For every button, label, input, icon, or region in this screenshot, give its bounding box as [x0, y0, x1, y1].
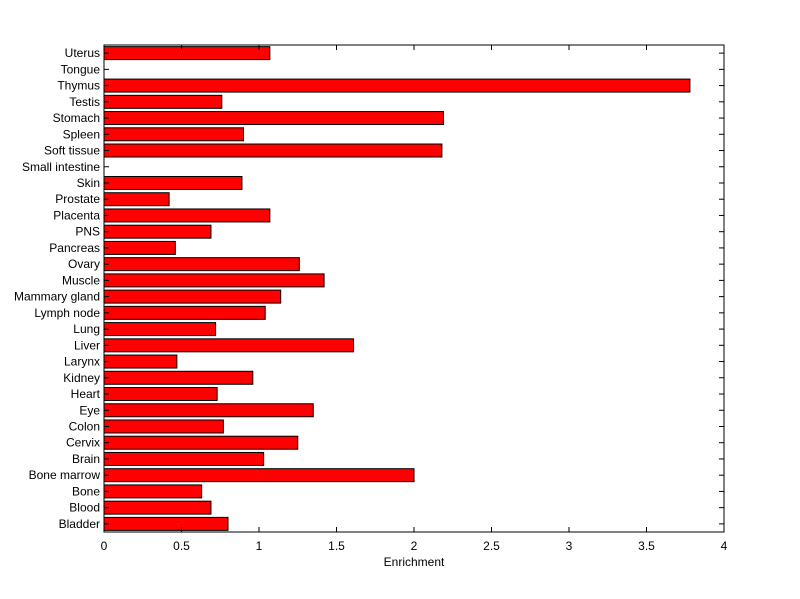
category-label: Lymph node: [34, 306, 100, 320]
category-label: Spleen: [63, 127, 100, 141]
category-label: Stomach: [53, 111, 100, 125]
x-tick-label: 0.5: [173, 539, 190, 553]
category-label: Small intestine: [22, 160, 100, 174]
category-label: Pancreas: [49, 241, 100, 255]
category-label: Muscle: [62, 273, 100, 287]
bar-liver: [103, 338, 355, 353]
category-label: Liver: [74, 338, 100, 352]
x-tick-label: 2.5: [483, 539, 500, 553]
bar-bone-marrow: [103, 468, 415, 483]
bar-heart: [103, 387, 218, 402]
bar-ovary: [103, 257, 300, 272]
category-label: Eye: [79, 403, 100, 417]
category-label: Bone marrow: [29, 468, 101, 482]
bar-placenta: [103, 208, 271, 223]
category-label: Colon: [69, 419, 100, 433]
x-tick-label: 3.5: [638, 539, 655, 553]
category-labels-group: Uterus Tongue Thymus Testis Stomach Spleen Sof…: [14, 46, 101, 531]
bar-soft-tissue: [103, 143, 443, 158]
x-tick-label: 2: [411, 539, 418, 553]
category-label: Larynx: [64, 355, 100, 369]
category-label: Heart: [71, 387, 101, 401]
category-label: Placenta: [53, 208, 100, 222]
category-label: Uterus: [65, 46, 100, 60]
bar-pns: [103, 224, 212, 239]
bar-lymph-node: [103, 305, 266, 320]
category-label: Cervix: [66, 436, 100, 450]
category-label: Skin: [77, 176, 100, 190]
category-label: Brain: [72, 452, 100, 466]
bar-stomach: [103, 111, 444, 126]
bar-uterus: [103, 46, 271, 61]
x-axis-label: Enrichment: [384, 555, 445, 569]
ticks-group: [103, 45, 725, 532]
category-label: Blood: [69, 501, 100, 515]
x-tick-label: 1.5: [328, 539, 345, 553]
bar-blood: [103, 500, 212, 515]
bar-muscle: [103, 273, 325, 288]
x-tick-label: 4: [721, 539, 728, 553]
bar-kidney: [103, 370, 254, 385]
x-tick-labels-group: 0 0.5 1 1.5 2 2.5 3 3.5 4: [101, 539, 728, 553]
category-label: Bladder: [59, 517, 100, 531]
category-label: Ovary: [68, 257, 100, 271]
bar-cervix: [103, 435, 299, 450]
category-label: Lung: [73, 322, 100, 336]
bar-spleen: [103, 127, 244, 142]
category-label: Thymus: [57, 79, 100, 93]
bars-group: [103, 46, 691, 531]
category-label: Mammary gland: [14, 290, 100, 304]
bar-thymus: [103, 78, 691, 93]
bar-brain: [103, 451, 265, 466]
bar-skin: [103, 175, 243, 190]
bar-colon: [103, 419, 224, 434]
bar-bone: [103, 484, 203, 499]
bar-prostate: [103, 192, 170, 207]
category-label: Soft tissue: [44, 144, 100, 158]
x-tick-label: 0: [101, 539, 108, 553]
bar-bladder: [103, 516, 229, 531]
x-tick-label: 3: [566, 539, 573, 553]
category-label: Tongue: [61, 62, 101, 76]
category-label: Prostate: [55, 192, 100, 206]
bar-mammary-gland: [103, 289, 282, 304]
x-tick-label: 1: [256, 539, 263, 553]
bar-lung: [103, 322, 217, 337]
category-label: PNS: [75, 225, 100, 239]
bar-eye: [103, 403, 314, 418]
bar-testis: [103, 94, 223, 109]
category-label: Kidney: [63, 371, 100, 385]
bar-larynx: [103, 354, 178, 369]
bar-pancreas: [103, 240, 176, 255]
category-label: Testis: [69, 95, 100, 109]
category-label: Bone: [72, 484, 100, 498]
